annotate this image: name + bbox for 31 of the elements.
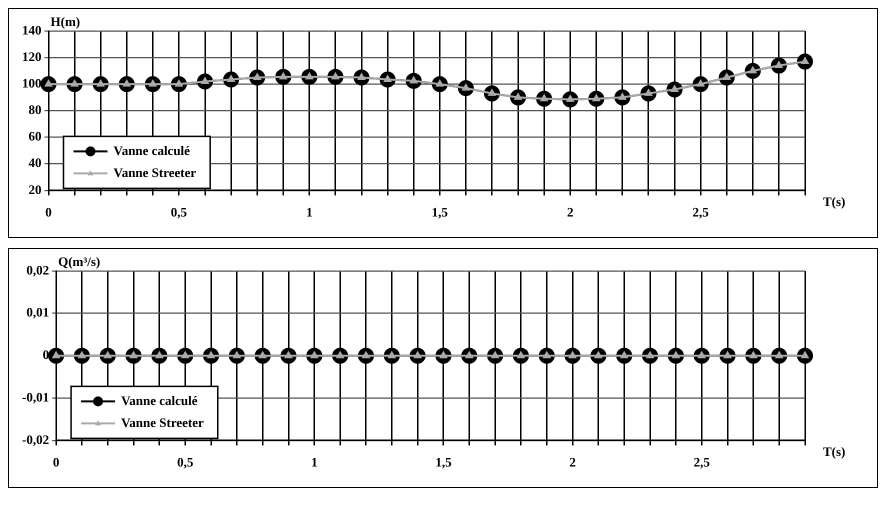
y-tick-label: 80 [28,102,42,118]
y-axis-title: Q(m³/s) [58,254,100,269]
y-tick-label: 0,02 [26,262,50,278]
x-tick-label: 1 [306,204,313,220]
x-tick-label: 1,5 [435,454,452,470]
x-tick-label: 2 [566,204,574,220]
x-tick-label: 2,5 [694,454,710,470]
x-tick-label: 0,5 [177,454,194,470]
y-tick-label: 100 [22,75,42,90]
legend-label: Vanne Streeter [121,414,204,430]
y-tick-label: 120 [22,48,42,64]
x-tick-label: 1 [311,454,318,470]
y-tick-label: 40 [28,155,42,170]
y-tick-label: 60 [28,128,42,144]
legend-label: Vanne calculé [114,142,190,158]
y-tick-label: -0,02 [22,432,50,447]
legend-label: Vanne Streeter [114,164,196,180]
x-tick-label: 0 [52,454,60,470]
y-tick-label: -0,01 [22,389,50,404]
legend-label: Vanne calculé [121,392,198,408]
y-tick-label: 20 [28,182,42,197]
y-axis-title: H(m) [50,14,80,29]
x-tick-label: 2 [569,454,576,470]
y-tick-label: 0,01 [26,304,50,320]
x-tick-label: 1,5 [432,204,448,220]
y-tick-label: 140 [22,22,42,38]
x-axis-title: T(s) [823,444,846,459]
y-tick-label: 0 [42,347,50,362]
x-tick-label: 0,5 [170,204,188,220]
x-tick-label: 2,5 [692,204,710,220]
x-axis-title: T(s) [823,194,846,209]
